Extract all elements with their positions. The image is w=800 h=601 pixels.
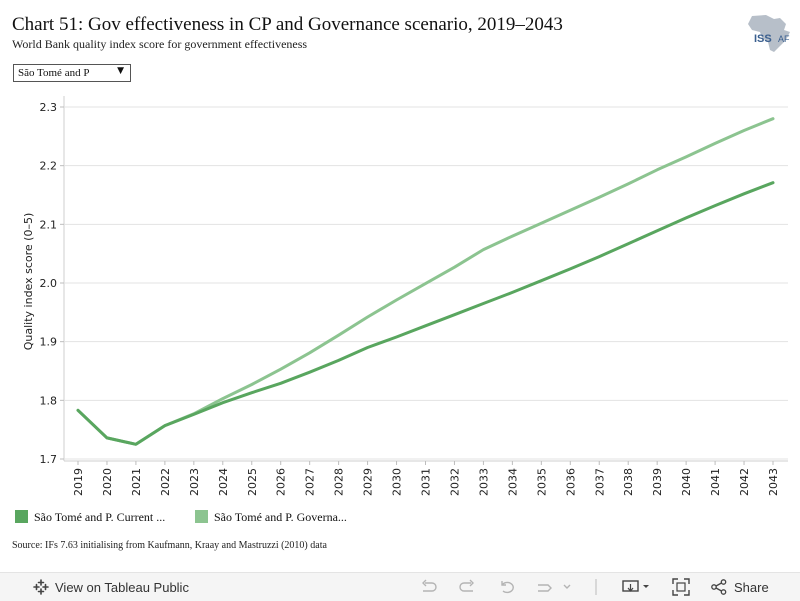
- undo-button[interactable]: [420, 573, 438, 601]
- x-tick-label: 2027: [304, 468, 317, 496]
- share-button[interactable]: Share: [711, 573, 769, 601]
- x-tick-label: 2026: [275, 468, 288, 496]
- download-button[interactable]: [622, 573, 654, 601]
- y-tick-label: 1.7: [40, 453, 58, 466]
- fullscreen-icon: [672, 578, 690, 596]
- undo-icon: [422, 579, 437, 592]
- tableau-icon: [33, 579, 49, 595]
- x-tick-label: 2033: [477, 468, 490, 496]
- refresh-button[interactable]: [536, 573, 572, 601]
- legend-label: São Tomé and P. Governa...: [214, 510, 347, 524]
- x-tick-label: 2022: [159, 468, 172, 496]
- line-chart: 1.71.81.92.02.12.22.3 2019 2020 2021 2022 20…: [22, 96, 788, 496]
- iss-africa-logo[interactable]: ISS AF: [740, 12, 800, 54]
- x-tick-label: 2019: [72, 468, 85, 496]
- x-tick-label: 2031: [420, 468, 433, 496]
- x-tick-label: 2043: [767, 468, 780, 496]
- y-tick-label: 2.2: [40, 160, 58, 173]
- revert-icon: [501, 581, 514, 594]
- x-tick-label: 2020: [101, 468, 114, 496]
- logo-text: ISS: [754, 33, 772, 45]
- fullscreen-button[interactable]: [672, 573, 690, 601]
- country-select[interactable]: São Tomé and P ▼: [13, 64, 131, 82]
- revert-button[interactable]: [498, 573, 516, 601]
- x-tick-label: 2021: [130, 468, 143, 496]
- series-line-current: [76, 181, 775, 446]
- share-icon: [711, 579, 727, 595]
- download-icon: [622, 580, 649, 592]
- chevron-down-icon: ▼: [117, 66, 124, 76]
- x-tick-label: 2028: [333, 468, 346, 496]
- share-label: Share: [734, 579, 769, 595]
- x-tick-label: 2023: [188, 468, 201, 496]
- redo-icon: [459, 579, 474, 592]
- legend-swatch: [15, 510, 28, 523]
- x-axis: 2019 2020 2021 2022 2023 2024 2025 2026 2027 2028…: [72, 461, 780, 496]
- legend-swatch: [195, 510, 208, 523]
- series-line-governance: [76, 117, 775, 446]
- legend-label: São Tomé and P. Current ...: [34, 510, 166, 524]
- y-tick-label: 1.9: [40, 336, 58, 349]
- tableau-toolbar: View on Tableau Public Share: [0, 572, 800, 601]
- series-lines: [76, 117, 775, 446]
- x-tick-label: 2024: [217, 468, 230, 496]
- africa-map-icon: [748, 15, 790, 52]
- x-tick-label: 2032: [448, 468, 461, 496]
- source-note: Source: IFs 7.63 initialising from Kaufm…: [12, 540, 327, 551]
- y-axis: 1.7 1.8 1.9 2.0 2.1 2.2 2.3: [40, 101, 64, 466]
- legend-item-current[interactable]: São Tomé and P. Current ...: [15, 510, 165, 525]
- x-tick-label: 2042: [738, 468, 751, 496]
- x-tick-label: 2036: [564, 468, 577, 496]
- x-tick-label: 2035: [535, 468, 548, 496]
- y-tick-label: 2.1: [40, 218, 58, 231]
- y-tick-label: 1.8: [40, 394, 58, 407]
- view-on-tableau-label: View on Tableau Public: [55, 579, 189, 595]
- x-tick-label: 2037: [593, 468, 606, 496]
- legend-item-governance[interactable]: São Tomé and P. Governa...: [195, 510, 347, 525]
- country-select-value: São Tomé and P: [18, 67, 90, 79]
- x-tick-label: 2025: [246, 468, 259, 496]
- refresh-icon: [538, 584, 571, 592]
- x-tick-label: 2030: [391, 468, 404, 496]
- y-tick-label: 2.3: [40, 101, 58, 114]
- toolbar-divider: [595, 573, 597, 601]
- y-tick-label: 2.0: [40, 277, 58, 290]
- chart-title: Chart 51: Gov effectiveness in CP and Go…: [12, 14, 563, 35]
- grid-lines: [63, 96, 788, 462]
- x-tick-label: 2041: [709, 468, 722, 496]
- x-tick-label: 2039: [651, 468, 664, 496]
- x-tick-label: 2038: [622, 468, 635, 496]
- view-on-tableau-button[interactable]: View on Tableau Public: [33, 573, 189, 601]
- x-tick-label: 2040: [680, 468, 693, 496]
- chart-subtitle: World Bank quality index score for gover…: [12, 37, 308, 51]
- redo-button[interactable]: [458, 573, 476, 601]
- logo-text-secondary: AF: [778, 34, 790, 44]
- y-axis-label: Quality index score (0–5): [22, 213, 35, 351]
- x-tick-label: 2034: [506, 468, 519, 496]
- x-tick-label: 2029: [362, 468, 375, 496]
